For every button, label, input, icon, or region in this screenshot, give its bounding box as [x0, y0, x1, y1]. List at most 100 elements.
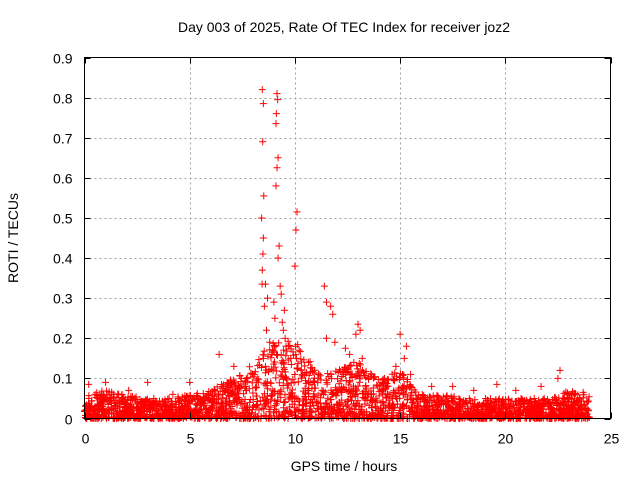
band-point [223, 414, 231, 422]
band-point [362, 383, 370, 391]
band-point [307, 413, 315, 421]
band-point [517, 395, 525, 403]
y-tick-label: 0.3 [53, 291, 73, 307]
band-point [278, 368, 286, 376]
band-point [134, 398, 142, 406]
band-point [310, 377, 318, 385]
band-point [264, 352, 272, 360]
band-point [363, 414, 371, 422]
band-point [411, 410, 419, 418]
band-point [172, 400, 180, 408]
band-point [581, 400, 589, 408]
data-point [346, 350, 354, 358]
band-point [529, 413, 537, 421]
band-point [378, 408, 386, 416]
data-point [392, 362, 400, 370]
band-point [471, 406, 479, 414]
data-point [278, 318, 286, 326]
band-point [407, 383, 415, 391]
band-point [420, 408, 428, 416]
band-point [310, 392, 318, 400]
band-point [315, 371, 323, 379]
band-point [495, 404, 503, 412]
band-point [131, 394, 139, 402]
band-point [403, 393, 411, 401]
band-point [396, 370, 404, 378]
band-point [369, 396, 377, 404]
band-point [375, 392, 383, 400]
band-point [345, 378, 353, 386]
band-point [253, 401, 261, 409]
band-point [253, 392, 261, 400]
band-point [408, 403, 416, 411]
band-point [264, 385, 272, 393]
band-point [464, 408, 472, 416]
band-point [250, 402, 257, 410]
band-point [451, 414, 459, 422]
band-point [210, 399, 218, 407]
data-point [270, 298, 278, 306]
data-point [260, 192, 268, 200]
band-point [432, 410, 440, 418]
band-point [270, 387, 278, 395]
band-point [352, 386, 360, 394]
data-point [314, 374, 322, 382]
band-point [255, 361, 263, 369]
band-point [503, 404, 511, 412]
data-point [262, 326, 270, 334]
band-point [344, 366, 352, 374]
band-point [372, 402, 380, 410]
data-point [276, 282, 284, 290]
band-point [85, 392, 93, 400]
band-point [434, 398, 442, 406]
y-tick-label: 0.7 [53, 131, 73, 147]
band-point [275, 339, 283, 347]
band-point [116, 400, 124, 408]
band-point [540, 395, 548, 403]
band-point [281, 334, 289, 342]
band-point [168, 400, 176, 408]
data-point [291, 262, 299, 270]
band-point [287, 361, 295, 369]
band-point [349, 400, 357, 408]
band-point [309, 367, 317, 375]
band-point [206, 406, 214, 414]
band-point [204, 397, 212, 405]
band-point [477, 413, 485, 421]
band-point [249, 406, 257, 414]
band-point [283, 407, 291, 415]
data-point [341, 344, 349, 352]
band-point [532, 408, 540, 416]
band-point [335, 380, 343, 388]
band-point [516, 408, 524, 416]
band-point [441, 397, 449, 405]
x-tick-label: 10 [288, 431, 304, 447]
band-point [271, 402, 279, 410]
band-point [242, 378, 250, 386]
band-point [258, 404, 266, 412]
band-point [492, 396, 500, 404]
band-point [368, 397, 376, 405]
band-point [565, 414, 573, 422]
band-point [216, 403, 224, 411]
data-point [356, 326, 364, 334]
band-point [211, 389, 219, 397]
x-tick-label: 15 [393, 431, 409, 447]
band-point [262, 414, 270, 422]
data-point [279, 326, 287, 334]
band-point [100, 404, 108, 412]
band-point [459, 403, 467, 411]
band-point [241, 413, 249, 421]
y-tick-label: 0.9 [53, 51, 73, 67]
data-point [273, 164, 281, 172]
band-point [255, 356, 263, 364]
band-point [226, 410, 234, 418]
band-point [286, 341, 294, 349]
band-point [389, 376, 397, 384]
band-point [267, 379, 275, 387]
data-point [169, 390, 177, 398]
band-point [394, 386, 402, 394]
band-point [320, 403, 328, 411]
band-point [128, 411, 136, 419]
band-point [246, 398, 254, 406]
